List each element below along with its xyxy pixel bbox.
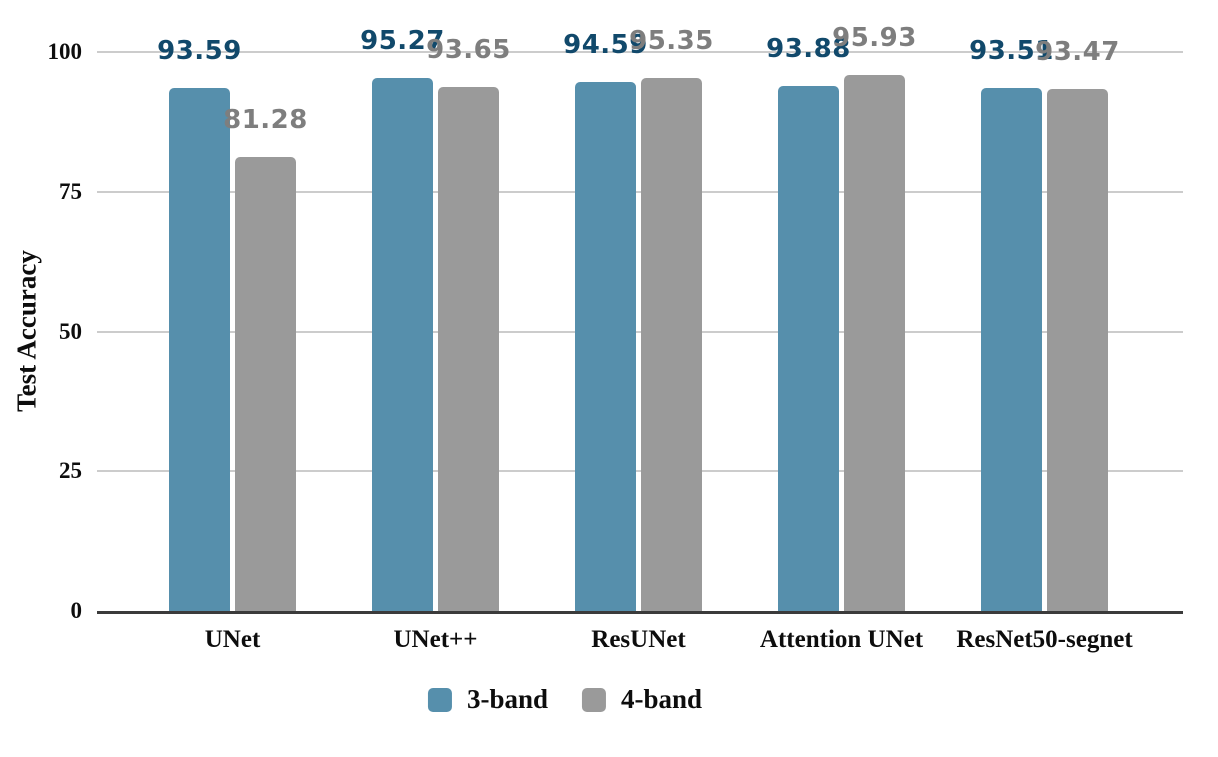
- x-axis-label-unet: UNet: [204, 626, 261, 653]
- legend-item-4-band[interactable]: 4-band: [582, 684, 702, 715]
- bar-column: 94.59: [563, 30, 647, 611]
- bar-value-label: 93.59: [157, 36, 242, 66]
- bar-group-resnet50-segnet: 93.51 93.47: [969, 36, 1119, 611]
- bar-group-unet-: 95.27 93.65: [360, 26, 510, 611]
- x-axis-label-resunet: ResUNet: [591, 626, 686, 653]
- bar-4-band-unet-[interactable]: [438, 87, 499, 611]
- bar-column: 81.28: [223, 52, 307, 611]
- bar-group-unet: 93.59 81.28: [157, 36, 307, 611]
- y-tick-label-75: 75: [59, 178, 82, 204]
- legend-label: 4-band: [621, 684, 703, 714]
- legend-swatch-icon: [427, 687, 452, 712]
- bar-3-band-unet-[interactable]: [372, 78, 433, 611]
- bar-value-label: 94.59: [563, 30, 648, 60]
- bars-area: 93.59 81.28 95.27 93.65 94.59 95.35 93.88 95.93…: [97, 23, 1183, 611]
- y-tick-label-25: 25: [59, 458, 82, 484]
- bar-value-label: 93.47: [1035, 37, 1120, 67]
- bar-3-band-resnet50-segnet[interactable]: [981, 88, 1042, 611]
- bar-column: 95.93: [832, 23, 916, 611]
- bar-value-label: 93.88: [766, 34, 851, 64]
- legend-item-3-band[interactable]: 3-band: [427, 684, 548, 715]
- x-axis-line: [97, 611, 1183, 614]
- legend-swatch-icon: [582, 687, 606, 712]
- x-axis-label-resnet50-segnet: ResNet50-segnet: [956, 626, 1133, 653]
- bar-column: 93.47: [1035, 37, 1119, 611]
- bar-group-attention-unet: 93.88 95.93: [766, 23, 916, 611]
- bar-column: 93.88: [766, 34, 850, 611]
- y-tick-label-50: 50: [59, 318, 82, 344]
- x-axis-label-attention-unet: Attention UNet: [759, 626, 924, 653]
- bar-column: 93.51: [969, 36, 1053, 611]
- bar-3-band-unet[interactable]: [169, 88, 230, 611]
- bar-value-label: 95.35: [629, 26, 714, 56]
- gridline-25: [97, 470, 1183, 473]
- bar-4-band-unet[interactable]: [235, 157, 296, 611]
- y-tick-label-100: 100: [47, 39, 83, 64]
- bar-group-resunet: 94.59 95.35: [563, 26, 713, 611]
- legend-label: 3-band: [466, 684, 548, 714]
- gridline-75: [97, 190, 1183, 193]
- bar-4-band-resnet50-segnet[interactable]: [1047, 89, 1108, 611]
- bar-value-label: 95.93: [832, 23, 917, 53]
- legend: 3-band 4-band: [427, 684, 702, 715]
- bar-3-band-resunet[interactable]: [575, 82, 636, 611]
- bar-4-band-resunet[interactable]: [641, 78, 702, 611]
- bar-4-band-attention-unet[interactable]: [844, 75, 905, 611]
- bar-column: 95.35: [629, 26, 713, 611]
- bar-3-band-attention-unet[interactable]: [778, 86, 839, 611]
- bar-value-label: 93.65: [426, 35, 511, 65]
- bar-value-label: 81.28: [223, 105, 308, 135]
- bar-value-label: 95.27: [360, 26, 445, 56]
- bar-column: 93.59: [157, 36, 241, 611]
- gridline-50: [97, 330, 1183, 333]
- y-tick-label-0: 0: [70, 598, 83, 623]
- plot-area: 93.59 81.28 95.27 93.65 94.59 95.35 93.88 95.93…: [97, 23, 1183, 614]
- gridline-100: [97, 51, 1183, 53]
- x-axis-labels: UNet UNet++ ResUNet Attention UNet ResNet50-…: [97, 626, 1183, 654]
- x-axis-label-unet-: UNet++: [393, 626, 478, 653]
- bar-column: 95.27: [360, 26, 444, 611]
- bar-value-label: 93.51: [969, 36, 1054, 66]
- bar-column: 93.65: [426, 35, 510, 611]
